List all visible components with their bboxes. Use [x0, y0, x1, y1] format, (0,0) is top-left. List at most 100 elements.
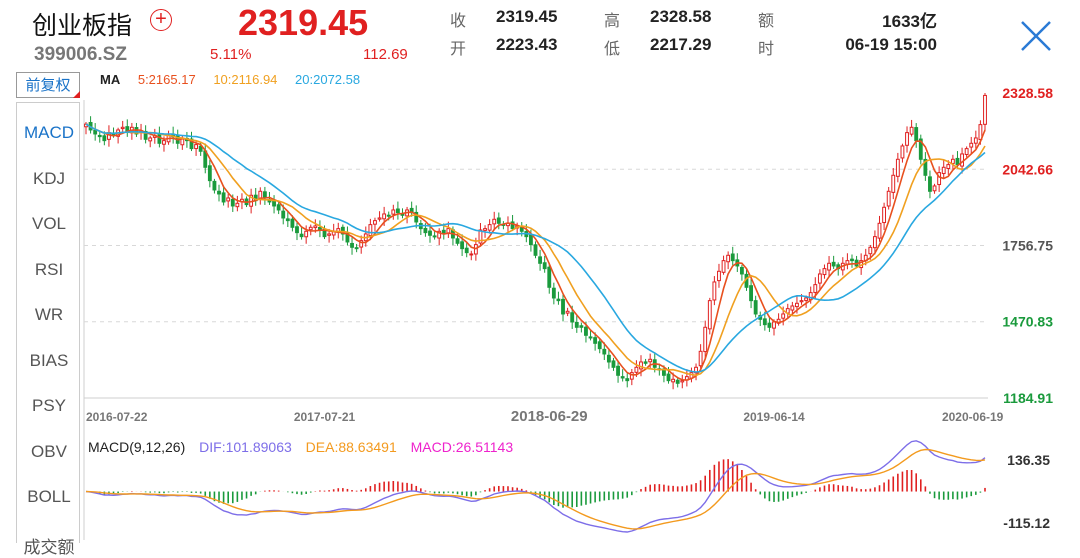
date-tick-label: 2017-07-21: [294, 410, 356, 424]
candle-body: [478, 229, 483, 244]
candle-body: [983, 94, 987, 125]
candle-body: [918, 138, 923, 160]
candle-body: [354, 247, 359, 250]
add-watchlist-button[interactable]: +: [150, 9, 172, 31]
candle-body: [914, 127, 919, 142]
candle-body: [762, 318, 767, 326]
candle-body: [909, 126, 914, 135]
close-icon[interactable]: [1016, 16, 1056, 56]
candle-body: [868, 246, 873, 255]
ma5-line: [85, 123, 986, 381]
candle-body: [886, 190, 891, 207]
candle-body: [749, 285, 753, 302]
candle-body: [561, 298, 565, 315]
candle-body: [528, 234, 533, 246]
candle-body: [487, 224, 492, 231]
candle-body: [198, 145, 203, 152]
plus-icon: +: [155, 8, 167, 30]
candle-body: [850, 258, 854, 262]
tab-obv[interactable]: OBV: [31, 441, 67, 461]
price-tick-label: 1470.83: [1002, 314, 1053, 330]
candle-body: [597, 341, 602, 350]
date-tick-label: 2016-07-22: [86, 410, 148, 424]
candle-body: [680, 380, 685, 383]
amount-label: 额: [758, 11, 775, 30]
candle-body: [900, 145, 905, 159]
candle-body: [230, 198, 235, 207]
candle-body: [882, 206, 887, 224]
tab-rsi[interactable]: RSI: [34, 259, 64, 279]
candle-body: [460, 241, 465, 250]
dif-line: [85, 440, 986, 533]
candle-body: [877, 222, 882, 239]
ma5-label: 5:2165.17: [137, 72, 196, 87]
dropdown-corner-icon: [73, 91, 80, 98]
candle-body: [973, 137, 978, 144]
candle-body: [382, 213, 387, 220]
candle-body: [143, 130, 148, 140]
close-label: 收: [450, 11, 467, 30]
index-code: 399006.SZ: [34, 44, 127, 65]
date-tick-label: 2018-06-29: [511, 408, 588, 425]
tab-boll[interactable]: BOLL: [27, 487, 71, 506]
macd-tick-label: 136.35: [1007, 452, 1050, 468]
price-tick-label: 2328.58: [1002, 85, 1053, 101]
candle-body: [217, 190, 221, 195]
candle-body: [304, 230, 309, 238]
rights-adjust-button[interactable]: 前复权: [16, 72, 80, 98]
candle-body: [588, 336, 593, 339]
kline-chart[interactable]: 2328.58 2042.66 1756.75 1470.83 1184.91 2016-…: [0, 0, 1080, 543]
candle-body: [602, 348, 607, 355]
candle-body: [189, 138, 194, 150]
candle-body: [551, 287, 556, 299]
tab-wr[interactable]: WR: [34, 305, 64, 324]
candle-body: [556, 298, 561, 302]
rights-adjust-label: 前复权: [25, 76, 71, 94]
price-tick-label: 1756.75: [1002, 237, 1053, 253]
candle-body: [373, 220, 377, 225]
candle-body: [799, 300, 804, 303]
candle-body: [721, 260, 726, 273]
candle-body: [955, 157, 960, 166]
candle-body: [579, 325, 584, 328]
index-name: 创业板指: [32, 11, 133, 40]
candle-body: [285, 218, 290, 222]
ma10-label: 10:2116.94: [213, 72, 278, 87]
candle-body: [813, 284, 818, 293]
candle-body: [212, 180, 217, 191]
last-price: 2319.45: [238, 2, 369, 43]
candle-body: [625, 378, 630, 382]
change-amount: 112.69: [363, 46, 408, 63]
candle-body: [964, 148, 969, 155]
candle-body: [831, 261, 836, 267]
candle-body: [707, 300, 712, 330]
dea-line: [85, 448, 986, 530]
ma-legend: MA 5:2165.17 10:2116.94 20:2072.58: [100, 72, 374, 87]
tab-vol[interactable]: VOL: [31, 214, 67, 233]
tab-kdj[interactable]: KDJ: [32, 168, 66, 188]
candle-body: [469, 253, 474, 256]
ma20-label: 20:2072.58: [295, 72, 361, 87]
tab-macd[interactable]: MACD: [23, 123, 75, 142]
candle-body: [643, 361, 648, 364]
candle-body: [941, 166, 946, 175]
macd-tick-label: -115.12: [1003, 515, 1050, 531]
high-value: 2328.58: [650, 7, 712, 26]
candle-body: [272, 200, 276, 207]
tab-psy[interactable]: PSY: [31, 396, 67, 415]
ma20-line: [85, 123, 986, 373]
candle-body: [932, 185, 937, 192]
indicator-tabs: MACD KDJ VOL RSI WR BIAS PSY OBV BOLL 成交额: [16, 102, 80, 557]
candle-body: [350, 242, 354, 248]
candle-body: [97, 134, 102, 138]
candle-body: [960, 153, 964, 167]
candle-body: [712, 281, 717, 301]
candle-body: [262, 191, 267, 199]
open-label: 开: [450, 39, 467, 58]
time-label: 时: [758, 39, 775, 58]
candle-body: [730, 253, 735, 262]
candle-body: [510, 221, 515, 230]
candle-body: [950, 158, 955, 164]
tab-bias[interactable]: BIAS: [29, 350, 69, 370]
candle-body: [666, 373, 671, 382]
